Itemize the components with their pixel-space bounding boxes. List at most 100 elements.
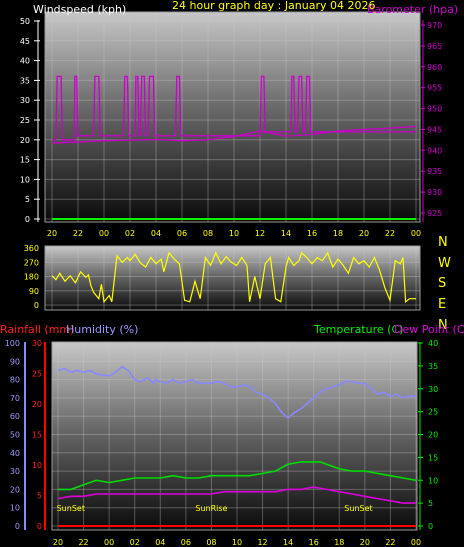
direction-tick-label: 270 xyxy=(24,258,39,267)
windspeed-axis-label: Windspeed (kph) xyxy=(33,3,126,16)
wind-left-tick-label: 20 xyxy=(20,136,30,145)
humidity-tick-label: 50 xyxy=(10,431,20,440)
wind-left-tick-label: 25 xyxy=(20,116,30,125)
barometer-tick-label: 955 xyxy=(427,84,442,93)
wind-left-tick-label: 40 xyxy=(20,57,30,66)
humidity-tick-label: 80 xyxy=(10,376,20,385)
temp-x-tick-label: 00 xyxy=(104,538,114,547)
wind-x-tick-label: 16 xyxy=(307,229,317,238)
wind-series xyxy=(51,75,417,220)
humidity-tick-label: 30 xyxy=(10,467,20,476)
sun-annotation: SunRise xyxy=(195,504,227,513)
direction-plot-area xyxy=(44,245,421,311)
temperature-tick-label: 40 xyxy=(428,339,438,348)
compass-label: W xyxy=(438,256,451,271)
rainfall-tick-label: 30 xyxy=(32,339,42,348)
humidity-tick-label: 0 xyxy=(15,522,20,531)
direction-line xyxy=(51,251,416,304)
wind-axes: 0 5 10 15 20 25 30 35 40 45 50 925 930 935 940 945 950 95… xyxy=(20,17,442,238)
dewpoint-axis-label: Dew Point (C) xyxy=(394,323,464,336)
chart-title: 24 hour graph day : January 04 2026 xyxy=(172,0,376,12)
temp-x-tick-label: 04 xyxy=(155,538,165,547)
wind-x-tick-label: 00 xyxy=(411,229,421,238)
humidity-line xyxy=(57,365,416,420)
humidity-tick-label: 10 xyxy=(10,504,20,513)
direction-tick-label: 180 xyxy=(24,273,39,282)
humidity-axis-label: Humidity (%) xyxy=(66,323,138,336)
wind-x-tick-label: 12 xyxy=(255,229,265,238)
temperature-tick-label: 10 xyxy=(428,476,438,485)
wind-x-tick-label: 20 xyxy=(359,229,369,238)
rainfall-tick-label: 25 xyxy=(32,370,42,379)
wind-x-tick-label: 06 xyxy=(177,229,187,238)
temp-x-tick-label: 10 xyxy=(232,538,242,547)
temp-x-tick-label: 18 xyxy=(334,538,344,547)
temp-x-tick-label: 20 xyxy=(360,538,370,547)
wind-x-tick-label: 22 xyxy=(73,229,83,238)
wind-left-tick-label: 10 xyxy=(20,175,30,184)
wind-x-tick-label: 04 xyxy=(151,229,161,238)
wind-x-tick-label: 10 xyxy=(229,229,239,238)
barometer-tick-label: 945 xyxy=(427,125,442,134)
wind-x-tick-label: 18 xyxy=(333,229,343,238)
barometer-axis-label: Barometer (hpa) xyxy=(367,3,458,16)
temperature-tick-label: 0 xyxy=(428,522,433,531)
direction-tick-label: 360 xyxy=(24,244,39,253)
gust-line xyxy=(52,75,416,141)
direction-grid xyxy=(45,246,420,310)
temp-x-tick-label: 16 xyxy=(309,538,319,547)
rainfall-axis-label: Rainfall (mm) xyxy=(0,323,74,336)
wind-left-tick-label: 5 xyxy=(25,195,30,204)
wind-barometer-panel: 0 5 10 15 20 25 30 35 40 45 50 925 930 935 940 945 950 95… xyxy=(20,0,458,238)
temp-x-tick-label: 20 xyxy=(53,538,63,547)
rainfall-tick-label: 0 xyxy=(37,522,42,531)
temperature-tick-label: 25 xyxy=(428,408,438,417)
direction-series xyxy=(51,251,416,304)
humidity-tick-label: 40 xyxy=(10,449,20,458)
barometer-tick-label: 925 xyxy=(427,209,442,218)
wind-left-tick-label: 30 xyxy=(20,96,30,105)
temperature-tick-label: 30 xyxy=(428,385,438,394)
compass-label: N xyxy=(438,318,448,333)
temp-x-tick-label: 22 xyxy=(385,538,395,547)
temp-x-tick-label: 08 xyxy=(206,538,216,547)
temp-series xyxy=(57,365,417,527)
temp-humidity-panel: 0102030405060708090100051015202530051015… xyxy=(0,323,464,547)
rainfall-tick-label: 5 xyxy=(37,492,42,501)
wind-x-tick-label: 00 xyxy=(99,229,109,238)
temperature-tick-label: 15 xyxy=(428,453,438,462)
humidity-tick-label: 60 xyxy=(10,412,20,421)
rainfall-tick-label: 15 xyxy=(32,431,42,440)
compass-label: S xyxy=(438,276,446,291)
wind-x-tick-label: 02 xyxy=(125,229,135,238)
temp-grid xyxy=(52,342,417,530)
direction-tick-label: 90 xyxy=(29,287,39,296)
barometer-line xyxy=(51,125,417,144)
barometer-tick-label: 930 xyxy=(427,188,442,197)
temp-axes: 0102030405060708090100051015202530051015… xyxy=(5,339,438,547)
wind-left-tick-label: 50 xyxy=(20,17,30,26)
barometer-tick-label: 950 xyxy=(427,105,442,114)
temp-x-tick-label: 14 xyxy=(283,538,293,547)
barometer-tick-label: 960 xyxy=(427,63,442,72)
barometer-tick-label: 940 xyxy=(427,146,442,155)
temperature-line xyxy=(58,461,417,491)
sun-annotation: SunSet xyxy=(57,504,85,513)
temp-x-tick-label: 00 xyxy=(411,538,421,547)
wind-left-tick-label: 15 xyxy=(20,156,30,165)
dewpoint-line xyxy=(57,486,416,504)
humidity-tick-label: 90 xyxy=(10,357,20,366)
temp-x-tick-label: 22 xyxy=(78,538,88,547)
temperature-tick-label: 20 xyxy=(428,431,438,440)
compass-label: E xyxy=(438,297,446,312)
sun-annotation: SunSet xyxy=(344,504,372,513)
barometer-tick-label: 970 xyxy=(427,21,442,30)
humidity-tick-label: 20 xyxy=(10,485,20,494)
direction-tick-label: 0 xyxy=(34,301,39,310)
wind-plot-area xyxy=(44,11,421,223)
compass-label: N xyxy=(438,235,448,250)
wind-left-tick-label: 35 xyxy=(20,76,30,85)
